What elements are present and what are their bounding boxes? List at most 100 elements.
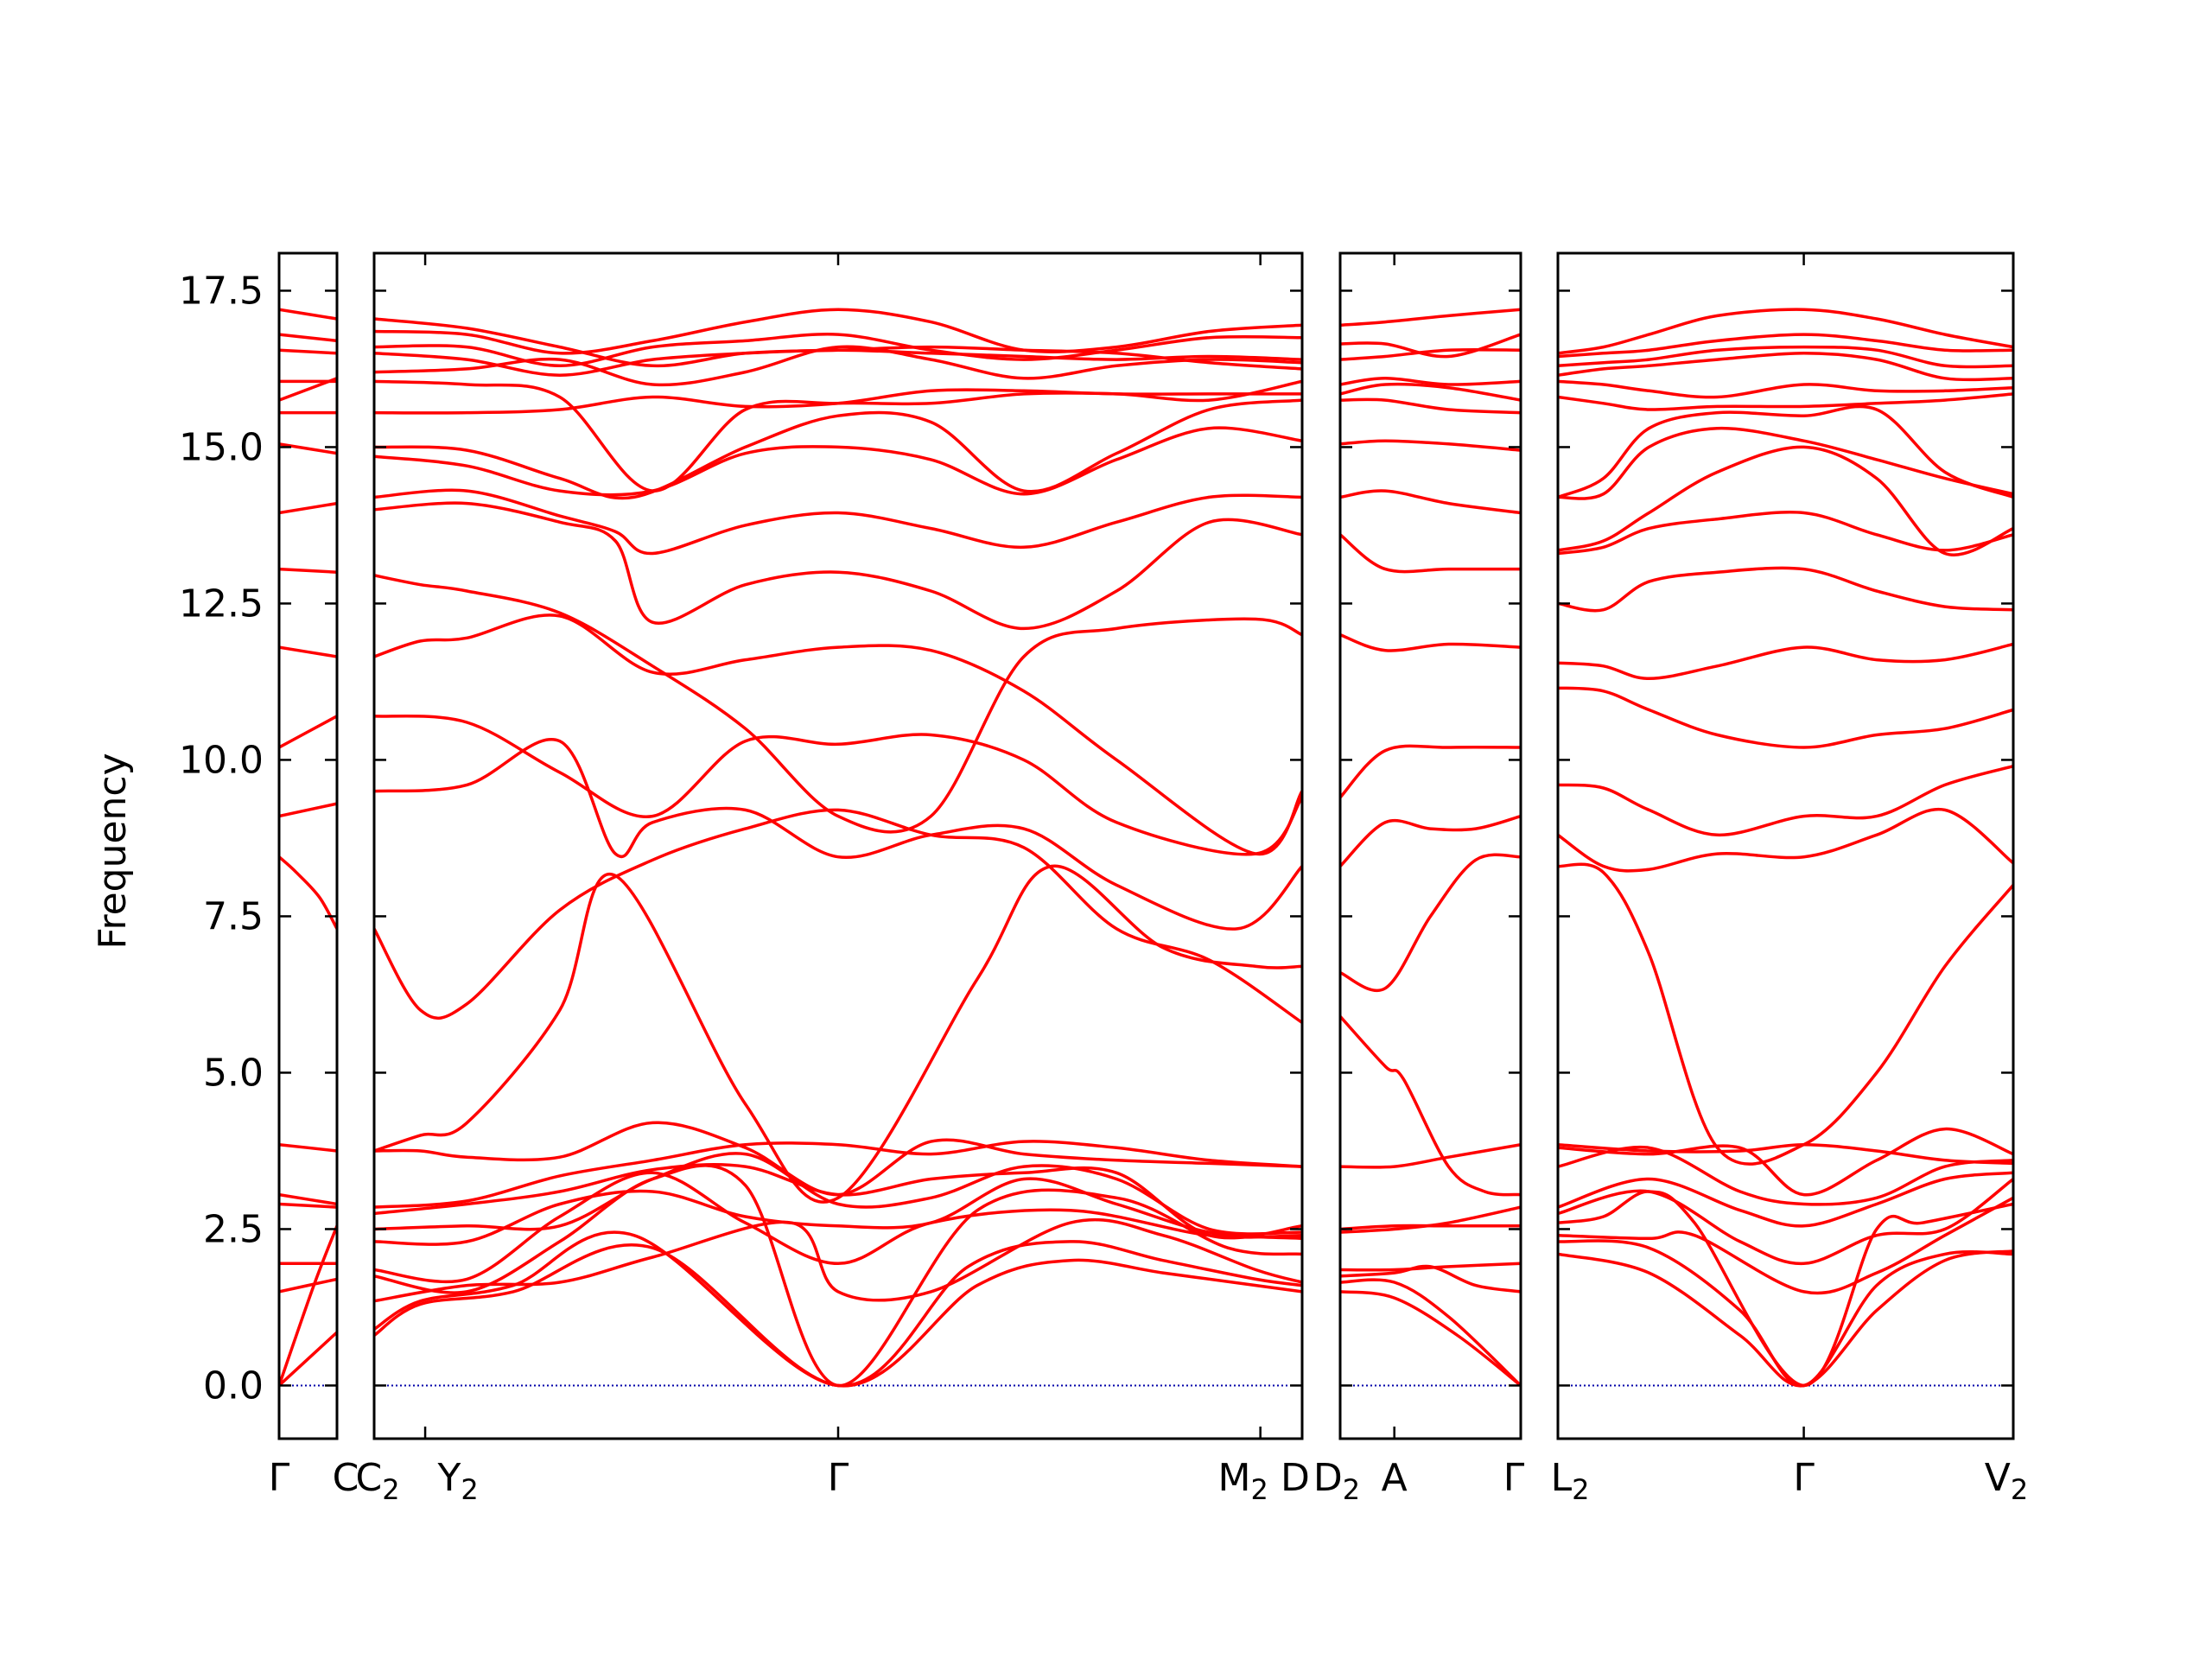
x-tick-label: V2 [1985, 1456, 2028, 1506]
y-tick-label: 17.5 [179, 269, 264, 313]
x-tick-label: D [1281, 1456, 1310, 1500]
band-line [1340, 632, 1521, 652]
band-line [1340, 397, 1521, 415]
band-line [279, 308, 337, 321]
x-tick-label: C2 [356, 1456, 400, 1506]
panel-frame [1556, 251, 2015, 1440]
band-line [374, 1171, 1302, 1284]
band-line [1558, 308, 2013, 355]
band-line [1558, 1142, 2013, 1166]
band-line [1558, 1145, 2013, 1206]
panel-frame [277, 251, 339, 1440]
band-line [1340, 1014, 1521, 1197]
band-line [374, 737, 1302, 931]
x-tick-label: Γ [269, 1456, 290, 1500]
band-line [1558, 686, 2013, 749]
band-line [1558, 404, 2013, 499]
panel-4: L2 Γ V2 [1551, 251, 2028, 1506]
bands [374, 308, 1302, 1388]
band-line [279, 715, 337, 749]
band-line [1558, 1171, 2013, 1228]
band-line [1340, 1278, 1521, 1388]
band-line [374, 1230, 1302, 1388]
band-line [1558, 426, 2013, 500]
band-line [374, 1177, 1302, 1246]
y-axis: 0.0 2.5 5.0 7.5 10.0 12.5 15.0 17.5 [179, 269, 264, 1408]
bands [1558, 308, 2013, 1388]
band-line [374, 317, 1302, 371]
band-line [374, 308, 1302, 355]
band-line [1340, 489, 1521, 515]
band-line [374, 398, 1302, 500]
chart-panels: Γ CC2 Y2 Γ M2 D D2 A Γ L2 Γ V2 [269, 251, 2028, 1506]
band-line [374, 1152, 1302, 1236]
x-tick-label: Γ [1503, 1456, 1525, 1500]
band-line [1340, 853, 1521, 992]
band-line [374, 501, 1302, 631]
band-line [1340, 1142, 1521, 1169]
band-line [1340, 744, 1521, 799]
band-line [374, 714, 1302, 856]
band-line [1340, 533, 1521, 574]
band-line [1558, 352, 2013, 382]
band-line [1558, 1196, 2013, 1295]
band-line [1340, 308, 1521, 327]
x-tick-label: M2 [1218, 1456, 1268, 1506]
band-line [1558, 379, 2013, 399]
y-tick-label: 10.0 [179, 738, 264, 782]
band-line [279, 1192, 337, 1206]
band-line [1558, 445, 2013, 556]
band-line [374, 1217, 1302, 1303]
band-line [1340, 333, 1521, 359]
band-line [1558, 566, 2013, 613]
band-line [279, 567, 337, 574]
y-axis-label: Frequency [91, 753, 135, 949]
y-tick-label: 2.5 [203, 1208, 264, 1252]
band-line [374, 613, 1302, 855]
band-line [374, 1121, 1302, 1197]
band-line [279, 333, 337, 343]
y-tick-label: 7.5 [203, 895, 264, 939]
band-line [279, 802, 337, 818]
band-line [1340, 814, 1521, 868]
band-line [279, 442, 337, 455]
band-line [1558, 1127, 2013, 1197]
band-line [1558, 511, 2013, 556]
band-line [1340, 439, 1521, 452]
x-tick-label: Y2 [436, 1456, 478, 1506]
band-line [374, 1243, 1302, 1388]
band-line [1558, 1177, 2013, 1266]
band-line [1558, 807, 2013, 873]
band-line [374, 333, 1302, 368]
bands [1340, 308, 1521, 1388]
band-line [279, 645, 337, 658]
panel-3: D2 A Γ [1313, 251, 1525, 1506]
band-line [1558, 764, 2013, 837]
band-line [1558, 392, 2013, 411]
band-line [1340, 1262, 1521, 1272]
y-tick-label: 15.0 [179, 425, 264, 469]
x-tick-label: Γ [828, 1456, 849, 1500]
x-tick-label: Γ [1793, 1456, 1815, 1500]
band-line [374, 426, 1302, 497]
band-line [279, 348, 337, 355]
band-line [374, 574, 1302, 834]
band-line [279, 1277, 337, 1294]
band-line [1558, 333, 2013, 359]
y-tick-label: 12.5 [179, 582, 264, 626]
bands [279, 308, 337, 1388]
band-line [1340, 1224, 1521, 1231]
panel-frame [1338, 251, 1522, 1440]
x-tick-label: C [333, 1456, 359, 1500]
y-tick-label: 0.0 [203, 1364, 264, 1408]
panel-2: C2 Y2 Γ M2 D [356, 251, 1310, 1506]
y-tick-label: 5.0 [203, 1052, 264, 1096]
band-line [1558, 1249, 2013, 1388]
band-line [1340, 1290, 1521, 1388]
band-line [279, 1224, 337, 1388]
band-line [374, 808, 1302, 1025]
band-line [279, 501, 337, 515]
band-line [374, 388, 1302, 415]
